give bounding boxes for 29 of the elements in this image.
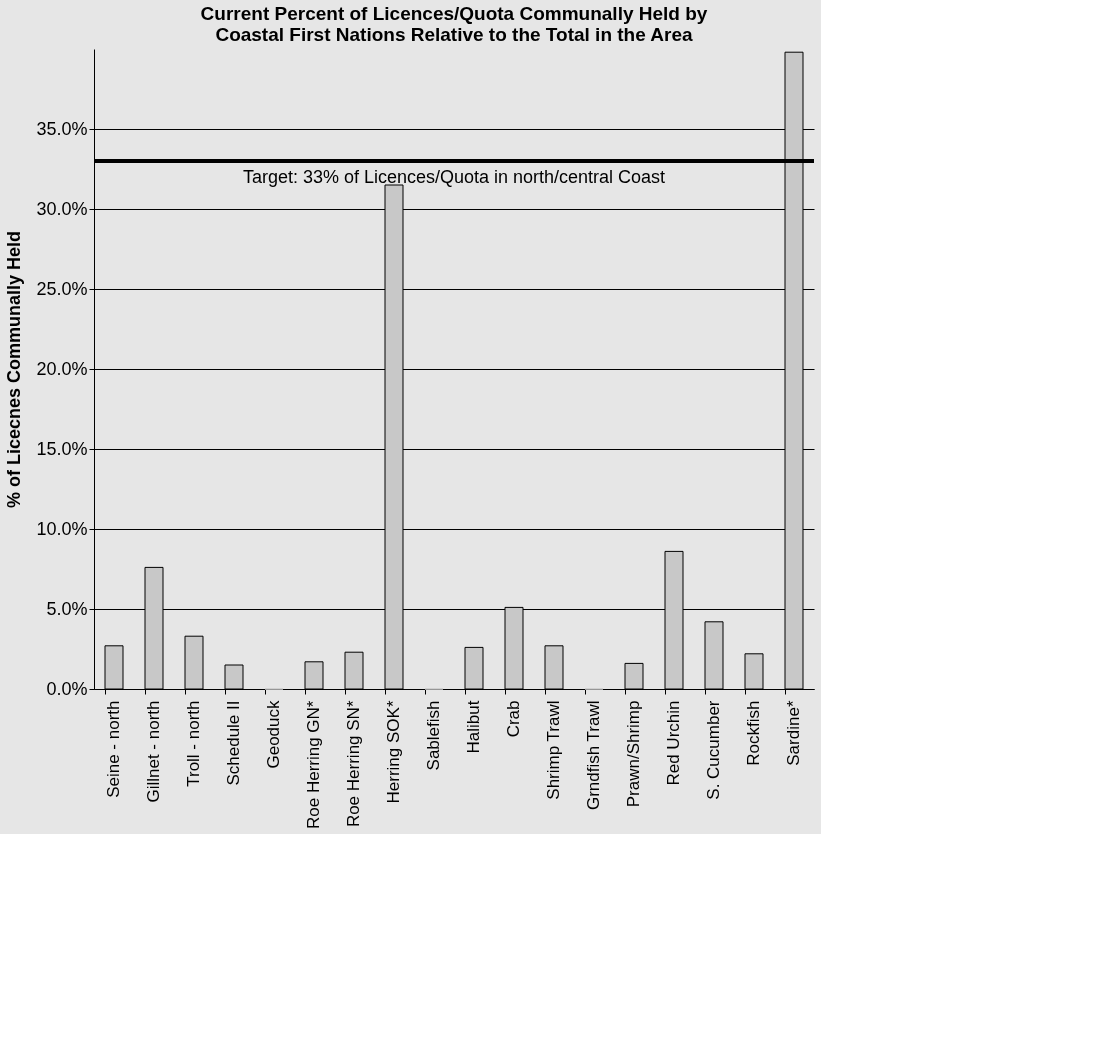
x-tick-label: Sablefish (424, 700, 443, 771)
y-tick-label: 10.0% (36, 518, 88, 539)
x-tick-label: Grndfish Trawl (584, 700, 603, 811)
x-tick-label: Geoduck (264, 700, 283, 769)
x-tick-label: Seine - north (104, 700, 123, 798)
y-tick-label: 0.0% (46, 678, 88, 699)
x-tick-label: Rockfish (744, 700, 763, 766)
x-tick-label: Herring SOK* (384, 700, 403, 804)
y-tick-label: 20.0% (36, 358, 88, 379)
x-tick-label: Gillnet - north (144, 700, 163, 803)
x-tick-label: Red Urchin (664, 700, 683, 786)
x-tick-label: Sardine* (784, 700, 803, 766)
x-tick-label: Roe Herring SN* (344, 700, 363, 828)
y-tick-label: 25.0% (36, 278, 88, 299)
x-tick-label: Troll - north (184, 700, 203, 787)
x-tick-label: Crab (504, 700, 523, 738)
y-tick-label: 5.0% (46, 598, 88, 619)
x-tick-label: Shrimp Trawl (544, 700, 563, 800)
x-tick-label: Roe Herring GN* (304, 700, 323, 829)
ref-line-label: Target: 33% of Licences/Quota in north/central Coast (242, 167, 666, 187)
y-tick-label: 30.0% (36, 198, 88, 219)
y-axis-title: % of Licecnes Communally Held (4, 230, 25, 509)
x-tick-label: Halibut (464, 700, 483, 754)
y-tick-label: 35.0% (36, 118, 88, 139)
x-tick-label: Schedule II (224, 700, 243, 786)
y-tick-label: 15.0% (36, 438, 88, 459)
x-tick-label: Prawn/Shrimp (624, 700, 643, 808)
chart-title: Current Percent of Licences/Quota Communally Held by Coastal First Nations Relative to the Total in the Area (200, 3, 708, 45)
x-tick-label: S. Cucumber (704, 700, 723, 800)
